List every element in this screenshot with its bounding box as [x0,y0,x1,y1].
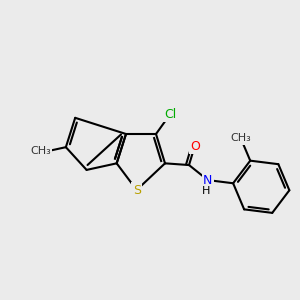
Text: N: N [203,174,212,187]
Text: O: O [190,140,200,153]
Text: Cl: Cl [164,108,176,121]
Text: CH₃: CH₃ [31,146,51,156]
Text: H: H [202,186,210,196]
Text: S: S [133,184,141,196]
Text: CH₃: CH₃ [230,134,251,143]
